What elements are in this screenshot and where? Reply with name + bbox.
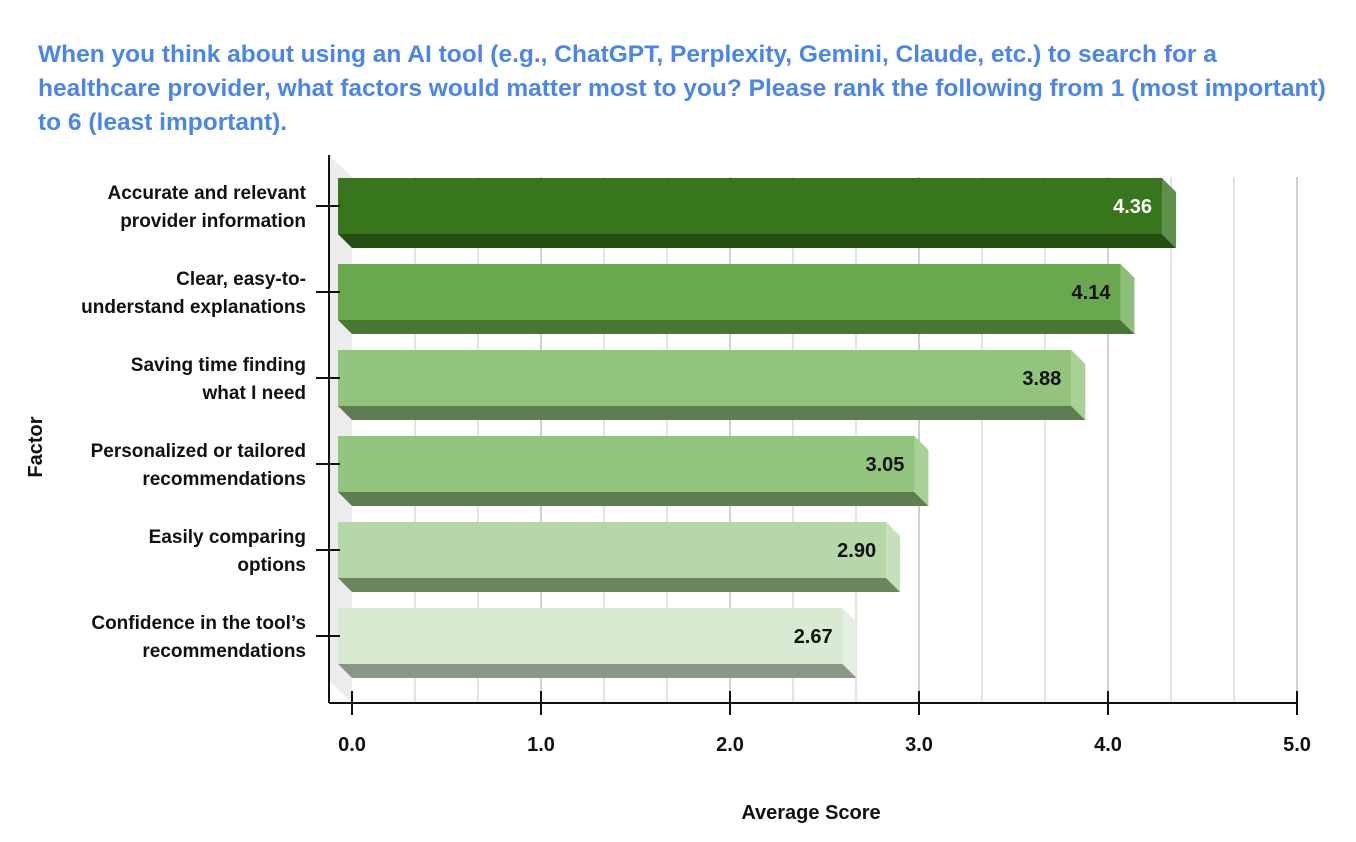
bar-side-face bbox=[914, 436, 929, 506]
bar bbox=[338, 350, 1072, 406]
bar-bottom-face bbox=[338, 406, 1086, 420]
axes: Accurate and relevant provider informatio… bbox=[81, 155, 1311, 756]
bar bbox=[338, 178, 1163, 234]
bar-side-face bbox=[1071, 350, 1086, 420]
bar bbox=[338, 436, 915, 492]
bar-side-face bbox=[842, 608, 857, 678]
x-tick-label: 2.0 bbox=[716, 734, 744, 756]
category-label: provider information bbox=[120, 211, 306, 232]
x-tick-label: 0.0 bbox=[338, 734, 366, 756]
x-tick-label: 5.0 bbox=[1283, 734, 1311, 756]
bar-side-face bbox=[1162, 178, 1177, 248]
bar-3: 3.88 bbox=[338, 350, 1086, 420]
data-label: 2.67 bbox=[794, 626, 833, 648]
y-axis-title: Factor bbox=[25, 416, 47, 477]
x-tick-label: 3.0 bbox=[905, 734, 933, 756]
category-label: options bbox=[237, 555, 306, 576]
category-label: Easily comparing bbox=[149, 527, 306, 548]
data-label: 3.88 bbox=[1022, 368, 1061, 390]
category-label: recommendations bbox=[142, 469, 306, 490]
category-label: recommendations bbox=[142, 641, 306, 662]
category-label: Accurate and relevant bbox=[107, 183, 306, 204]
bar-2: 4.14 bbox=[338, 264, 1135, 334]
category-label: understand explanations bbox=[81, 297, 306, 318]
bar-bottom-face bbox=[338, 492, 929, 506]
chart-title: When you think about using an AI tool (e… bbox=[38, 41, 1326, 136]
bars: 4.36 4.14 3.88 3.05 2.90 2.67 bbox=[338, 178, 1177, 678]
category-label: what I need bbox=[202, 383, 306, 404]
category-label: Saving time finding bbox=[131, 355, 306, 376]
data-label: 3.05 bbox=[866, 454, 905, 476]
x-tick-label: 4.0 bbox=[1094, 734, 1122, 756]
x-axis-title: Average Score bbox=[741, 802, 880, 824]
data-label: 4.14 bbox=[1072, 282, 1112, 304]
category-label: Personalized or tailored bbox=[91, 441, 306, 462]
bar-5: 2.90 bbox=[338, 522, 901, 592]
data-label: 4.36 bbox=[1113, 196, 1152, 218]
category-label: Confidence in the tool’s bbox=[91, 613, 306, 634]
bar-1: 4.36 bbox=[338, 178, 1177, 248]
bar-bottom-face bbox=[338, 320, 1135, 334]
data-label: 2.90 bbox=[837, 540, 876, 562]
bar-4: 3.05 bbox=[338, 436, 929, 506]
bar-side-face bbox=[886, 522, 901, 592]
bar bbox=[338, 608, 843, 664]
bar-bottom-face bbox=[338, 234, 1177, 248]
bar-bottom-face bbox=[338, 578, 901, 592]
bar-side-face bbox=[1120, 264, 1135, 334]
bar bbox=[338, 522, 887, 578]
category-label: Clear, easy-to- bbox=[176, 269, 306, 290]
bar-6: 2.67 bbox=[338, 608, 857, 678]
bar-bottom-face bbox=[338, 664, 857, 678]
bar bbox=[338, 264, 1121, 320]
x-tick-label: 1.0 bbox=[527, 734, 555, 756]
